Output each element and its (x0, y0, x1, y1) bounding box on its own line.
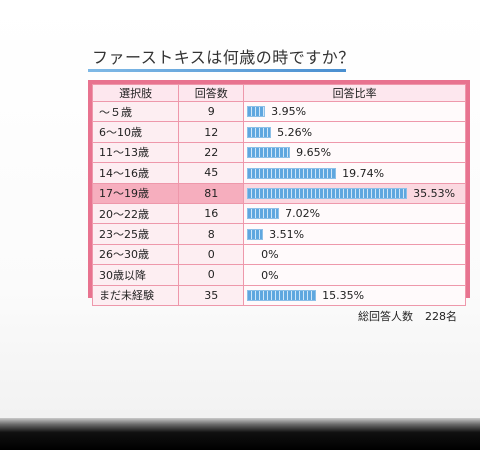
row-ratio-cell: 3.95% (243, 100, 466, 123)
row-choice: ～５歳 (91, 100, 180, 123)
row-ratio-cell: 0% (243, 243, 466, 266)
row-count: 45 (178, 162, 245, 184)
ratio-bar (247, 126, 272, 138)
row-ratio-cell: 15.35% (243, 284, 466, 306)
row-ratio-cell: 35.53% (243, 182, 466, 204)
row-ratio-cell: 19.74% (243, 162, 466, 184)
ratio-bar (247, 167, 337, 179)
ratio-bar (247, 228, 264, 240)
row-ratio-cell: 7.02% (243, 202, 466, 225)
table-row: ～５歳 9 3.95% (91, 100, 466, 123)
survey-screen: ファーストキスは何歳の時ですか？ 選択肢 回答数 回答比率 ～５歳 9 3.95% 6… (0, 0, 480, 418)
ratio-text: 0% (261, 268, 279, 282)
row-ratio-cell: 9.65% (243, 141, 466, 164)
ratio-text: 3.95% (271, 105, 307, 119)
row-count: 8 (178, 223, 245, 245)
ratio-text: 7.02% (285, 207, 321, 221)
total-respondents: 総回答人数 228名 (358, 308, 469, 324)
table-row: 14～16歳 45 19.74% (91, 162, 466, 184)
row-count: 81 (178, 182, 245, 204)
row-ratio-cell: 0% (243, 264, 466, 286)
ratio-text: 35.53% (413, 187, 456, 200)
row-count: 12 (178, 121, 245, 143)
row-count: 16 (178, 202, 245, 225)
table-row: 26～30歳 0 0% (91, 243, 466, 266)
row-count: 0 (178, 243, 245, 266)
total-value: 228名 (425, 310, 457, 323)
bottom-bar (0, 418, 480, 450)
row-ratio-cell: 5.26% (243, 121, 466, 143)
table-row: 20～22歳 16 7.02% (91, 202, 466, 225)
results-table: 選択肢 回答数 回答比率 ～５歳 9 3.95% 6～10歳 12 5.26% 11～13歳… (91, 84, 466, 306)
row-choice: まだ未経験 (91, 284, 180, 306)
table-row: 23～25歳 8 3.51% (91, 223, 466, 245)
row-choice: 26～30歳 (91, 243, 180, 266)
row-count: 0 (178, 264, 245, 286)
row-ratio-cell: 3.51% (243, 223, 466, 245)
table-row: まだ未経験 35 15.35% (91, 284, 466, 306)
row-count: 22 (178, 141, 245, 164)
ratio-text: 5.26% (277, 125, 313, 139)
header-choice: 選択肢 (91, 84, 180, 102)
row-choice: 30歳以降 (91, 264, 180, 286)
row-choice: 17～19歳 (91, 182, 180, 204)
row-count: 35 (178, 284, 245, 306)
header-ratio: 回答比率 (243, 84, 466, 102)
ratio-text: 9.65% (296, 146, 332, 160)
table-row: 11～13歳 22 9.65% (91, 141, 466, 164)
ratio-text: 15.35% (322, 288, 365, 302)
ratio-bar (247, 289, 317, 301)
ratio-text: 0% (261, 248, 279, 262)
ratio-bar (247, 188, 408, 199)
row-choice: 20～22歳 (91, 202, 180, 225)
row-choice: 23～25歳 (91, 223, 180, 245)
row-choice: 11～13歳 (91, 141, 180, 164)
table-row: 17～19歳 81 35.53% (91, 182, 466, 204)
table-header-row: 選択肢 回答数 回答比率 (91, 84, 466, 102)
row-choice: 14～16歳 (91, 162, 180, 184)
row-count: 9 (178, 100, 245, 123)
title-underline (88, 69, 346, 72)
ratio-bar (247, 208, 280, 220)
ratio-bar (247, 106, 266, 118)
table-row: 6～10歳 12 5.26% (91, 121, 466, 143)
row-choice: 6～10歳 (91, 121, 180, 143)
header-count: 回答数 (178, 84, 245, 102)
ratio-bar (247, 147, 291, 159)
table-row: 30歳以降 0 0% (91, 264, 466, 286)
ratio-text: 19.74% (342, 166, 385, 180)
total-label: 総回答人数 (358, 310, 413, 323)
page-title: ファーストキスは何歳の時ですか？ (92, 48, 355, 67)
results-table-frame: 選択肢 回答数 回答比率 ～５歳 9 3.95% 6～10歳 12 5.26% 11～13歳… (88, 80, 470, 306)
ratio-text: 3.51% (269, 227, 305, 241)
